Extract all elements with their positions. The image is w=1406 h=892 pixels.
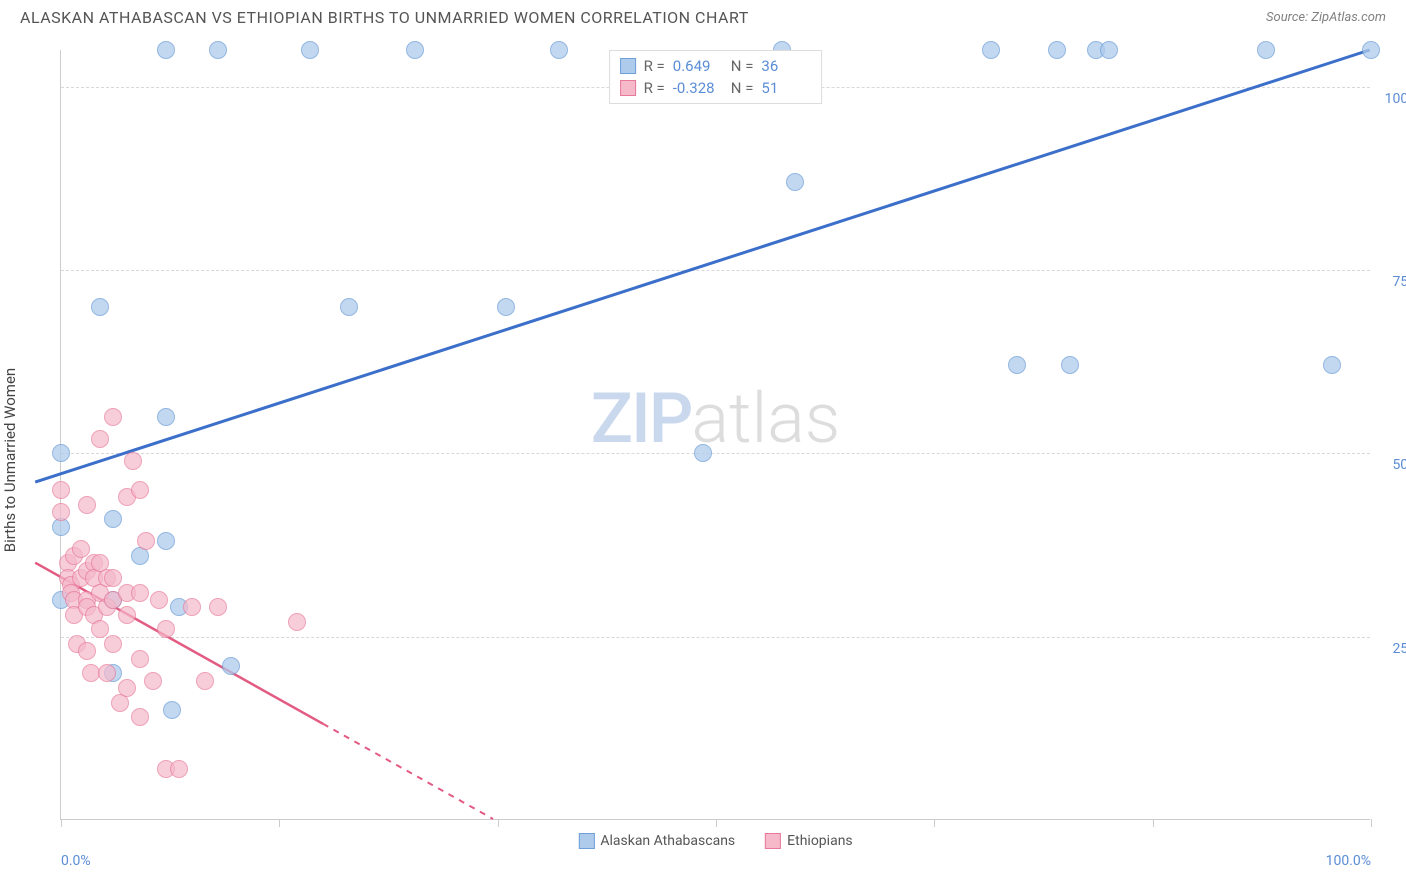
data-point bbox=[137, 532, 155, 550]
data-point bbox=[157, 408, 175, 426]
data-point bbox=[91, 298, 109, 316]
data-point bbox=[183, 598, 201, 616]
legend-item: Alaskan Athabascans bbox=[578, 833, 735, 849]
data-point bbox=[131, 481, 149, 499]
data-point bbox=[78, 496, 96, 514]
data-point bbox=[157, 532, 175, 550]
data-point bbox=[98, 664, 116, 682]
source-credit: Source: ZipAtlas.com bbox=[1266, 10, 1386, 25]
stats-legend-box: R = 0.649 N = 36 R = -0.328 N = 51 bbox=[609, 50, 823, 104]
data-point bbox=[91, 620, 109, 638]
x-tick-label: 100.0% bbox=[1326, 853, 1371, 869]
data-point bbox=[1061, 356, 1079, 374]
data-point bbox=[144, 672, 162, 690]
data-point bbox=[786, 173, 804, 191]
y-tick-label: 75.0% bbox=[1392, 274, 1406, 290]
y-tick-label: 100.0% bbox=[1385, 91, 1406, 107]
data-point bbox=[1257, 41, 1275, 59]
stats-r-value: 0.649 bbox=[673, 57, 723, 75]
x-tick bbox=[1153, 819, 1154, 827]
x-tick bbox=[61, 819, 62, 827]
legend-bottom: Alaskan Athabascans Ethiopians bbox=[578, 833, 852, 849]
stats-swatch bbox=[620, 80, 636, 96]
stats-r-label: R = bbox=[644, 57, 665, 75]
data-point bbox=[52, 503, 70, 521]
plot-area: ZIPatlas R =0.649N =36R =-0.328N =51 Ala… bbox=[60, 50, 1370, 820]
data-point bbox=[131, 650, 149, 668]
data-point bbox=[104, 510, 122, 528]
stats-n-label: N = bbox=[731, 79, 754, 97]
data-point bbox=[104, 569, 122, 587]
stats-n-value: 51 bbox=[761, 79, 811, 97]
stats-n-label: N = bbox=[731, 57, 754, 75]
data-point bbox=[104, 635, 122, 653]
data-point bbox=[131, 708, 149, 726]
data-point bbox=[550, 41, 568, 59]
y-tick-label: 25.0% bbox=[1392, 641, 1406, 657]
data-point bbox=[1008, 356, 1026, 374]
legend-item: Ethiopians bbox=[765, 833, 852, 849]
legend-swatch bbox=[765, 833, 781, 849]
data-point bbox=[288, 613, 306, 631]
data-point bbox=[157, 41, 175, 59]
x-tick bbox=[498, 819, 499, 827]
data-point bbox=[52, 481, 70, 499]
data-point bbox=[209, 598, 227, 616]
data-point bbox=[222, 657, 240, 675]
data-point bbox=[91, 430, 109, 448]
x-tick bbox=[934, 819, 935, 827]
data-point bbox=[497, 298, 515, 316]
data-point bbox=[196, 672, 214, 690]
data-point bbox=[406, 41, 424, 59]
trend-line-dashed bbox=[323, 724, 493, 819]
data-point bbox=[124, 452, 142, 470]
data-point bbox=[1100, 41, 1118, 59]
y-axis-label: Births to Unmarried Women bbox=[1, 368, 19, 552]
data-point bbox=[150, 591, 168, 609]
trend-line bbox=[35, 50, 1369, 482]
legend-swatch bbox=[578, 833, 594, 849]
data-point bbox=[118, 679, 136, 697]
header-bar: ALASKAN ATHABASCAN VS ETHIOPIAN BIRTHS T… bbox=[0, 0, 1406, 27]
data-point bbox=[301, 41, 319, 59]
data-point bbox=[72, 540, 90, 558]
stats-r-value: -0.328 bbox=[673, 79, 723, 97]
x-tick bbox=[1371, 819, 1372, 827]
stats-row: R = 0.649 N = 36 bbox=[620, 55, 812, 77]
data-point bbox=[340, 298, 358, 316]
data-point bbox=[118, 606, 136, 624]
x-tick bbox=[279, 819, 280, 827]
legend-label: Alaskan Athabascans bbox=[600, 833, 735, 849]
data-point bbox=[52, 444, 70, 462]
trend-lines-layer bbox=[61, 50, 1370, 819]
stats-row: R = -0.328 N = 51 bbox=[620, 77, 812, 99]
chart-container: Births to Unmarried Women ZIPatlas R =0.… bbox=[20, 40, 1386, 880]
data-point bbox=[209, 41, 227, 59]
data-point bbox=[1048, 41, 1066, 59]
x-tick bbox=[716, 819, 717, 827]
data-point bbox=[131, 584, 149, 602]
legend-label: Ethiopians bbox=[787, 833, 852, 849]
stats-r-label: R = bbox=[644, 79, 665, 97]
data-point bbox=[104, 408, 122, 426]
page-title: ALASKAN ATHABASCAN VS ETHIOPIAN BIRTHS T… bbox=[20, 8, 749, 27]
y-tick-label: 50.0% bbox=[1392, 457, 1406, 473]
data-point bbox=[694, 444, 712, 462]
stats-swatch bbox=[620, 58, 636, 74]
data-point bbox=[157, 620, 175, 638]
data-point bbox=[163, 701, 181, 719]
data-point bbox=[982, 41, 1000, 59]
data-point bbox=[1323, 356, 1341, 374]
data-point bbox=[170, 760, 188, 778]
data-point bbox=[1362, 41, 1380, 59]
stats-n-value: 36 bbox=[761, 57, 811, 75]
x-tick-label: 0.0% bbox=[61, 853, 91, 869]
data-point bbox=[78, 642, 96, 660]
